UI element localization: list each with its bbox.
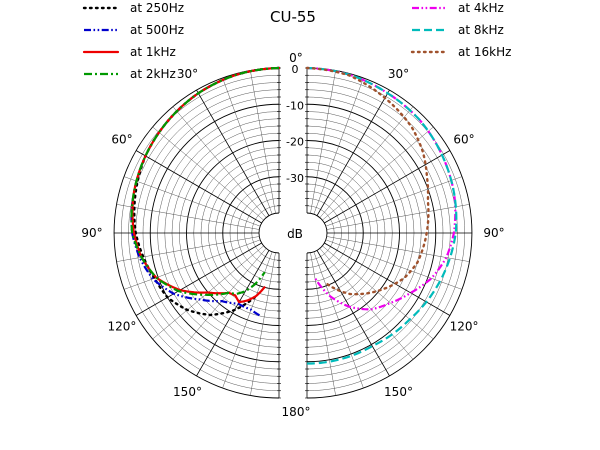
r-unit-label: dB xyxy=(287,227,303,241)
series-layer xyxy=(130,66,458,365)
grid-spoke xyxy=(116,236,260,262)
legend-item-left-0-label: at 250Hz xyxy=(130,1,184,15)
series-line-6 xyxy=(305,66,430,296)
grid-spoke xyxy=(116,204,260,230)
angle-label-right-60: 60° xyxy=(453,133,474,147)
angle-label-left-60: 60° xyxy=(111,133,132,147)
series-line-5 xyxy=(306,66,458,365)
r-tick-label: -30 xyxy=(286,172,304,185)
grid-spoke xyxy=(135,150,262,224)
angle-label-left-30: 30° xyxy=(177,67,198,81)
grid-spoke xyxy=(319,248,414,360)
legend-item-left-1: at 500Hz xyxy=(84,23,184,37)
grid-spoke xyxy=(250,70,276,214)
legend-item-left-0: at 250Hz xyxy=(82,1,184,15)
grid-spoke xyxy=(135,242,262,316)
grid-spoke xyxy=(310,252,336,396)
legend-item-left-3-label: at 2kHz xyxy=(130,67,176,81)
grid-spoke xyxy=(326,204,470,230)
series-line-0 xyxy=(133,66,281,317)
legend-item-right-2: at 16kHz xyxy=(410,45,511,59)
grid-spoke xyxy=(123,176,261,227)
grid-spoke xyxy=(222,77,273,215)
legend-item-left-2: at 1kHz xyxy=(82,45,176,59)
grid-spoke xyxy=(123,239,261,290)
grid-spoke xyxy=(196,89,270,216)
grid-spoke xyxy=(313,77,364,215)
grid-spoke xyxy=(322,126,434,221)
r-tick-label: -10 xyxy=(286,99,304,112)
angle-label-right-30: 30° xyxy=(388,67,409,81)
legend-item-right-2-label: at 16kHz xyxy=(458,45,511,59)
legend-item-left-3: at 2kHz xyxy=(84,67,176,81)
angle-label-0: 0° xyxy=(289,51,303,65)
chart-title: CU-55 xyxy=(270,8,316,26)
grid-spoke xyxy=(310,70,336,214)
angle-label-left-150: 150° xyxy=(173,385,202,399)
series-line-3 xyxy=(130,66,280,296)
r-tick-label: -20 xyxy=(286,136,304,149)
angle-label-right-90: 90° xyxy=(483,226,504,240)
legend: at 250Hz at 500Hz at 1kHz at 2kHz at 4kHz at … xyxy=(82,1,511,81)
grid-ring xyxy=(258,212,280,254)
grid-ring xyxy=(306,212,328,254)
angle-label-left-90: 90° xyxy=(81,226,102,240)
legend-item-right-0-label: at 4kHz xyxy=(458,1,504,15)
angle-label-right-120: 120° xyxy=(450,320,479,334)
grid-spoke xyxy=(324,242,451,316)
angle-label-right-150: 150° xyxy=(384,385,413,399)
legend-item-right-1-label: at 8kHz xyxy=(458,23,504,37)
grid-spoke xyxy=(196,250,270,377)
grid-spoke xyxy=(316,250,390,377)
r-tick-label: 0 xyxy=(292,63,299,76)
axis-labels: CU-55 0° 180° 0 -10 -20 -30 dB 30° 30° 60° 60° 90° 90… xyxy=(81,8,504,419)
legend-item-right-0: at 4kHz xyxy=(412,1,504,15)
legend-item-left-1-label: at 500Hz xyxy=(130,23,184,37)
grid-spoke xyxy=(319,106,414,218)
grid-spoke xyxy=(316,89,390,216)
grid-spoke xyxy=(172,106,267,218)
angle-label-left-120: 120° xyxy=(108,320,137,334)
series-line-4 xyxy=(306,66,457,311)
legend-item-left-2-label: at 1kHz xyxy=(130,45,176,59)
grid-spoke xyxy=(172,248,267,360)
grid-spoke xyxy=(250,252,276,396)
polar-grid xyxy=(113,67,473,399)
grid-spoke xyxy=(313,251,364,389)
grid-spoke xyxy=(324,150,451,224)
angle-label-180: 180° xyxy=(282,405,311,419)
grid-spoke xyxy=(152,126,264,221)
grid-spoke xyxy=(322,245,434,340)
legend-item-right-1: at 8kHz xyxy=(412,23,504,37)
grid-spoke xyxy=(325,176,463,227)
